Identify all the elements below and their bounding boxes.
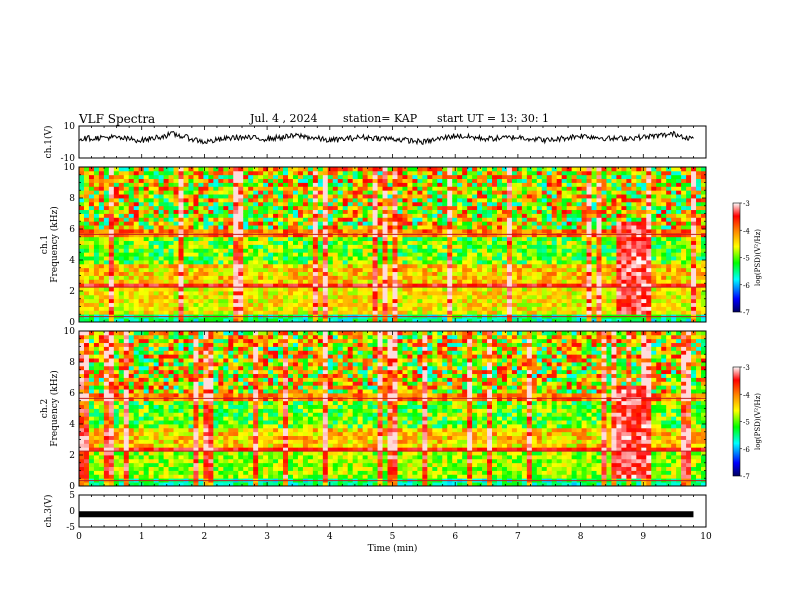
colorbar-tick-label: -4	[743, 391, 750, 399]
colorbar-tick-label: -6	[743, 446, 750, 454]
ch1-spectrogram	[79, 167, 707, 323]
x-axis-label: Time (min)	[368, 543, 418, 554]
x-tick-label: 5	[390, 532, 396, 542]
chart-title: VLF Spectra	[79, 112, 156, 126]
spec-ytick-label: 0	[69, 482, 75, 492]
ch3-ytick-label: 0	[69, 507, 75, 517]
ch1-waveform	[78, 130, 694, 146]
spec-ytick-label: 4	[69, 256, 75, 266]
x-tick-label: 6	[452, 532, 458, 542]
colorbar-1	[732, 202, 741, 313]
spec-ytick-label: 8	[69, 194, 75, 204]
spec-ytick-label: 0	[69, 318, 75, 328]
ch3-ylabel: ch.3(V)	[43, 495, 54, 528]
x-tick-label: 8	[578, 532, 584, 542]
colorbar-tick-label: -7	[743, 473, 750, 481]
colorbar-tick-label: -6	[743, 282, 750, 290]
spec-ytick-label: 6	[69, 389, 75, 399]
ch1-ytick-label: -10	[61, 154, 76, 164]
colorbar-2	[732, 366, 741, 477]
colorbar-tick-label: -4	[743, 227, 750, 235]
ch1-spec-ylabel: ch.1	[40, 235, 50, 254]
colorbar-tick-label: -5	[743, 255, 750, 263]
station-label: station= KAP	[343, 112, 418, 125]
colorbar-label: log(PSD)(V²/Hz)	[754, 393, 762, 450]
colorbar-tick-label: -3	[743, 364, 750, 372]
colorbars: -3 -4 -5 -6 -7 log(PSD)(V²/Hz) -3 -4 -5 -6 -7 log(P…	[732, 200, 762, 481]
x-tick-label: 4	[327, 532, 333, 542]
spec-ytick-label: 10	[64, 163, 76, 173]
x-tick-label: 2	[202, 532, 208, 542]
ch1-ytick-label: 10	[64, 122, 76, 132]
ch1-waveform-trace	[78, 130, 694, 146]
x-tick-label: 7	[515, 532, 521, 542]
spec-ytick-label: 4	[69, 420, 75, 430]
ch1-spec-ylabel: Frequency (kHz)	[49, 206, 60, 283]
spec-ytick-label: 10	[64, 327, 76, 337]
spec-ytick-label: 2	[69, 451, 75, 461]
x-tick-label: 0	[76, 532, 82, 542]
ch2-spec-ylabel: Frequency (kHz)	[49, 370, 60, 447]
start-time-label: start UT = 13: 30: 1	[437, 112, 550, 125]
x-tick-label: 1	[139, 532, 145, 542]
x-tick-label: 3	[264, 532, 270, 542]
ch2-spectrogram	[79, 331, 707, 487]
colorbar-tick-label: -7	[743, 309, 750, 317]
ch2-spec-ylabel: ch.2	[40, 399, 50, 418]
frame-w1	[78, 125, 707, 159]
colorbar-tick-label: -3	[743, 200, 750, 208]
colorbar-tick-label: -5	[743, 419, 750, 427]
x-tick-label: 10	[700, 532, 712, 542]
axis-ticks	[78, 126, 707, 527]
spec-ytick-label: 2	[69, 287, 75, 297]
frame-w3	[78, 494, 707, 528]
spec-ytick-label: 8	[69, 358, 75, 368]
ch3-ytick-label: 5	[69, 491, 75, 501]
ch3-ytick-label: -5	[66, 523, 75, 533]
ch1-ylabel: ch.1(V)	[43, 126, 54, 159]
spec-ytick-label: 6	[69, 225, 75, 235]
x-tick-label: 9	[640, 532, 646, 542]
colorbar-label: log(PSD)(V²/Hz)	[754, 229, 762, 286]
date-label: Jul. 4 , 2024	[250, 112, 318, 125]
